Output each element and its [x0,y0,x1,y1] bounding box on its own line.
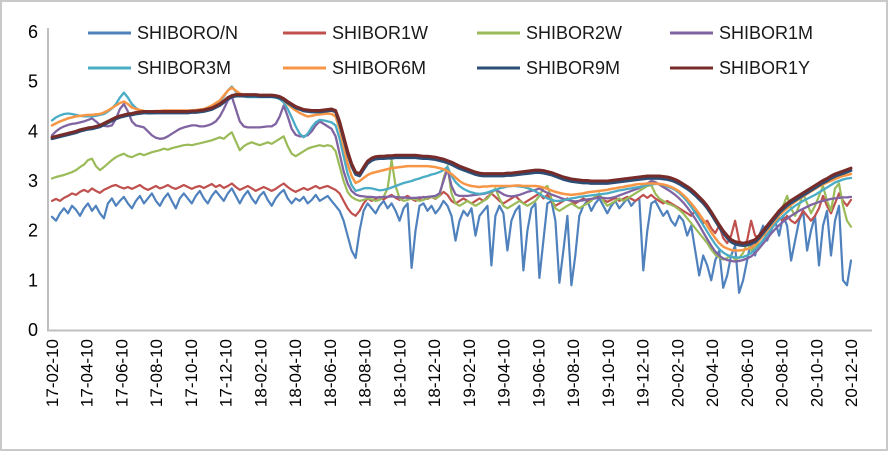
x-tick-label: 20-02-10 [668,339,687,407]
series-line-shibor1m [50,95,853,263]
x-tick-label: 19-04-10 [495,339,514,407]
legend-item-shibor9m: SHIBOR9M [477,58,620,78]
x-tick-label: 17-08-10 [147,339,166,407]
y-tick-label: 4 [28,121,38,141]
x-tick-label: 17-06-10 [112,339,131,407]
legend-label: SHIBOR1M [719,23,813,43]
legend-item-shibor1m: SHIBOR1M [670,23,813,43]
y-tick-label: 1 [28,270,38,290]
x-tick-label: 18-06-10 [321,339,340,407]
x-tick-label: 17-12-10 [217,339,236,407]
x-tick-label: 19-08-10 [564,339,583,407]
x-tick-label: 19-12-10 [634,339,653,407]
x-tick-label: 20-10-10 [807,339,826,407]
x-tick-label: 18-10-10 [390,339,409,407]
x-tick-label: 18-04-10 [286,339,305,407]
x-tick-label: 20-08-10 [773,339,792,407]
series-line-shibor9m [50,94,853,248]
x-tick-label: 19-06-10 [529,339,548,407]
legend-label: SHIBOR3M [137,58,231,78]
x-tick-label: 18-08-10 [356,339,375,407]
x-tick-label: 18-12-10 [425,339,444,407]
legend-item-shibor1y: SHIBOR1Y [670,58,810,78]
y-tick-label: 6 [28,22,38,42]
x-tick-label: 18-02-10 [251,339,270,407]
x-tick-label: 20-04-10 [703,339,722,407]
y-axis-labels: 0 1 2 3 4 5 6 [28,22,38,340]
legend-label: SHIBOR1Y [719,58,810,78]
series-line-shibor1y [50,93,853,245]
y-tick-label: 3 [28,171,38,191]
legend-item-shibor6m: SHIBOR6M [283,58,426,78]
x-tick-label: 19-10-10 [599,339,618,407]
x-tick-label: 20-06-10 [738,339,757,407]
x-tick-label: 17-02-10 [43,339,62,407]
legend-item-shiboro-n: SHIBORO/N [88,23,238,43]
y-tick-label: 0 [28,320,38,340]
axis-lines [47,28,872,332]
x-axis-labels: 17-02-10 17-04-10 17-06-10 17-08-10 17-10-10… [43,339,861,407]
legend-label: SHIBOR6M [332,58,426,78]
legend-label: SHIBOR2W [526,23,622,43]
series-line-shibor2w [50,131,853,261]
y-tick-label: 5 [28,72,38,92]
legend: SHIBORO/N SHIBOR1W SHIBOR2W SHIBOR1M SHIBOR3… [88,23,813,78]
x-tick-label: 19-02-10 [460,339,479,407]
x-tick-label: 20-12-10 [842,339,861,407]
legend-label: SHIBORO/N [137,23,238,43]
legend-label: SHIBOR9M [526,58,620,78]
x-tick-label: 17-10-10 [182,339,201,407]
series-line-shibor1w [50,182,853,247]
y-tick-label: 2 [28,221,38,241]
legend-item-shibor3m: SHIBOR3M [88,58,231,78]
legend-label: SHIBOR1W [332,23,428,43]
legend-item-shibor2w: SHIBOR2W [477,23,622,43]
x-tick-label: 17-04-10 [78,339,97,407]
legend-item-shibor1w: SHIBOR1W [283,23,428,43]
